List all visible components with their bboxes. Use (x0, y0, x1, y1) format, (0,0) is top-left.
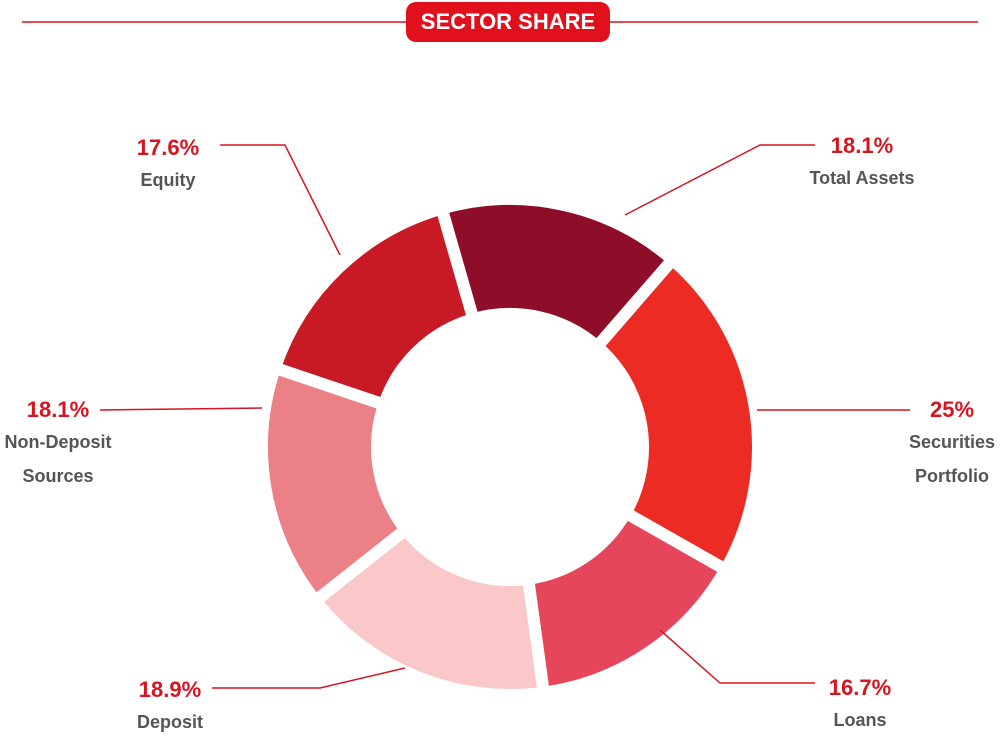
value-label: 18.1% (26, 397, 90, 422)
value-label: 25% (929, 397, 975, 422)
slice (434, 193, 682, 356)
slice (307, 521, 551, 701)
leader-line (624, 144, 815, 216)
value-label: 18.1% (830, 133, 894, 158)
value-label: 17.6% (136, 135, 200, 160)
leader-line (659, 629, 815, 684)
slice (521, 504, 734, 700)
value-label: 16.7% (828, 675, 892, 700)
slice (256, 360, 415, 610)
leader-line (99, 407, 263, 411)
category-label: Loans (833, 710, 887, 730)
value-label: 18.9% (138, 677, 202, 702)
category-label: Non-Deposit Sources (4, 432, 112, 486)
category-label: Total Assets (809, 168, 915, 188)
category-label: Deposit (136, 712, 203, 732)
slice (588, 251, 764, 578)
slice (267, 201, 481, 413)
category-label: Securities Portfolio (908, 432, 996, 486)
leader-line (220, 144, 341, 256)
leader-line (212, 667, 406, 689)
category-label: Equity (140, 170, 196, 190)
chart-title: SECTOR SHARE (406, 2, 610, 42)
